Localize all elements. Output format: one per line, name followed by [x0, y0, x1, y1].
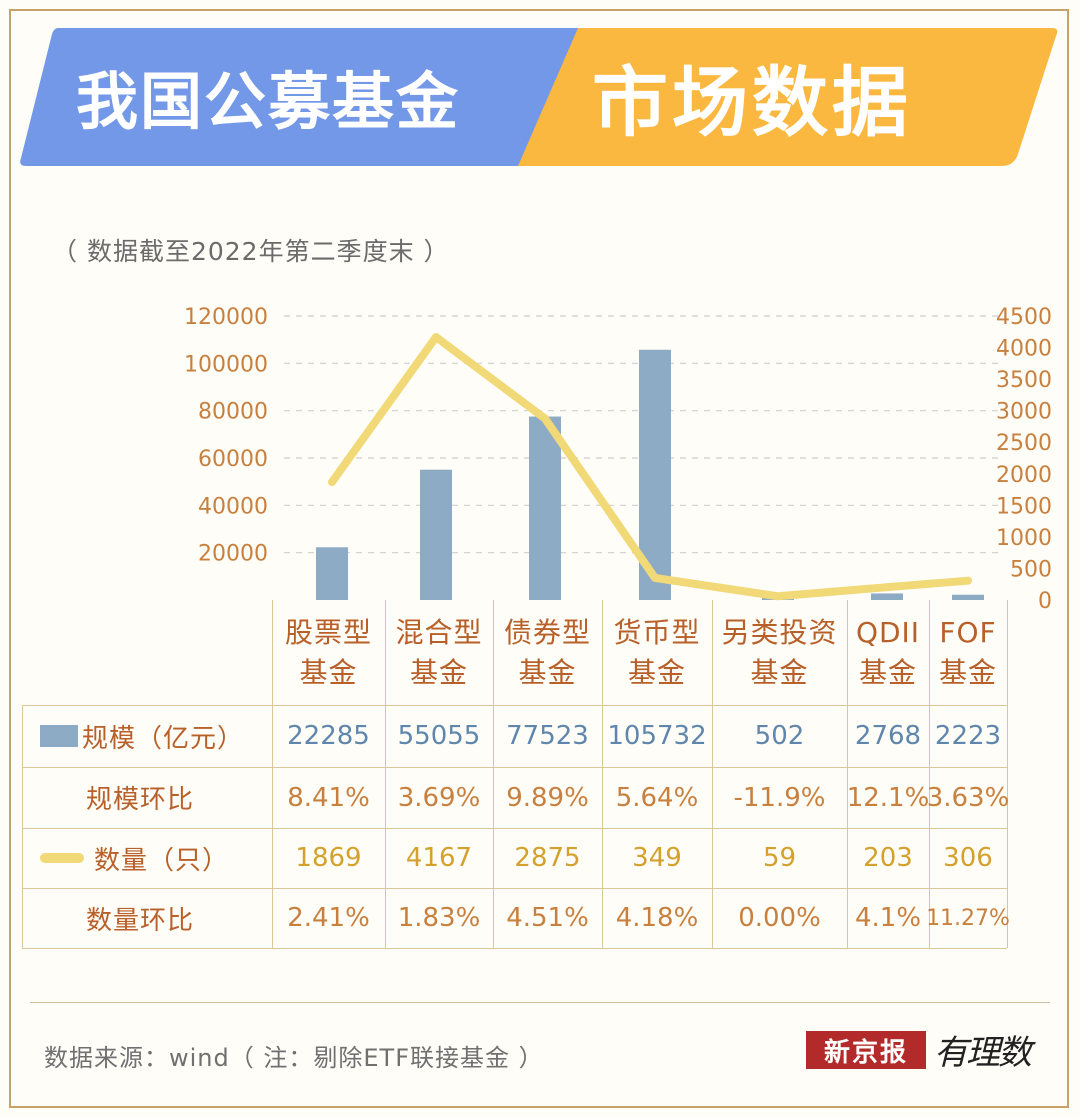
y-left-tick-label: 40000 — [198, 494, 268, 519]
bar — [529, 416, 561, 600]
y-right-tick-label: 1000 — [996, 526, 1052, 551]
title-right: 市场数据 — [592, 58, 912, 147]
y-left-tick-label: 20000 — [198, 542, 268, 567]
y-left-tick-label: 80000 — [198, 400, 268, 425]
y-left-tick-label: 100000 — [184, 352, 268, 377]
bar — [420, 469, 452, 600]
banner-shapes — [20, 28, 1058, 166]
column-logo: 有理数 — [934, 1032, 1032, 1073]
y-right-tick-label: 0 — [1038, 589, 1052, 614]
y-right-tick-label: 4000 — [996, 337, 1052, 362]
bar — [316, 547, 348, 600]
y-right-tick-label: 3500 — [996, 368, 1052, 393]
bar — [871, 593, 903, 600]
title-banner: 我国公募基金 市场数据 — [18, 26, 1058, 174]
y-right-tick-label: 1500 — [996, 494, 1052, 519]
banner-left-shape — [20, 28, 578, 166]
data-source: 数据来源：wind（ 注：剔除ETF联接基金 ） — [44, 1044, 544, 1072]
publisher-logo: 新京报 — [806, 1031, 926, 1069]
y-right-tick-label: 2000 — [996, 463, 1052, 488]
y-right-tick-label: 3000 — [996, 400, 1052, 425]
y-left-tick-label: 60000 — [198, 447, 268, 472]
footer-divider — [30, 1002, 1050, 1003]
bar — [952, 594, 984, 600]
title-left: 我国公募基金 — [76, 65, 461, 138]
y-right-tick-label: 500 — [1010, 557, 1052, 582]
y-left-tick-label: 120000 — [184, 305, 268, 330]
banner-right-shape — [500, 28, 1058, 166]
subtitle: （ 数据截至2022年第二季度末 ） — [52, 237, 450, 266]
y-right-tick-label: 4500 — [996, 305, 1052, 330]
y-right-tick-label: 2500 — [996, 431, 1052, 456]
